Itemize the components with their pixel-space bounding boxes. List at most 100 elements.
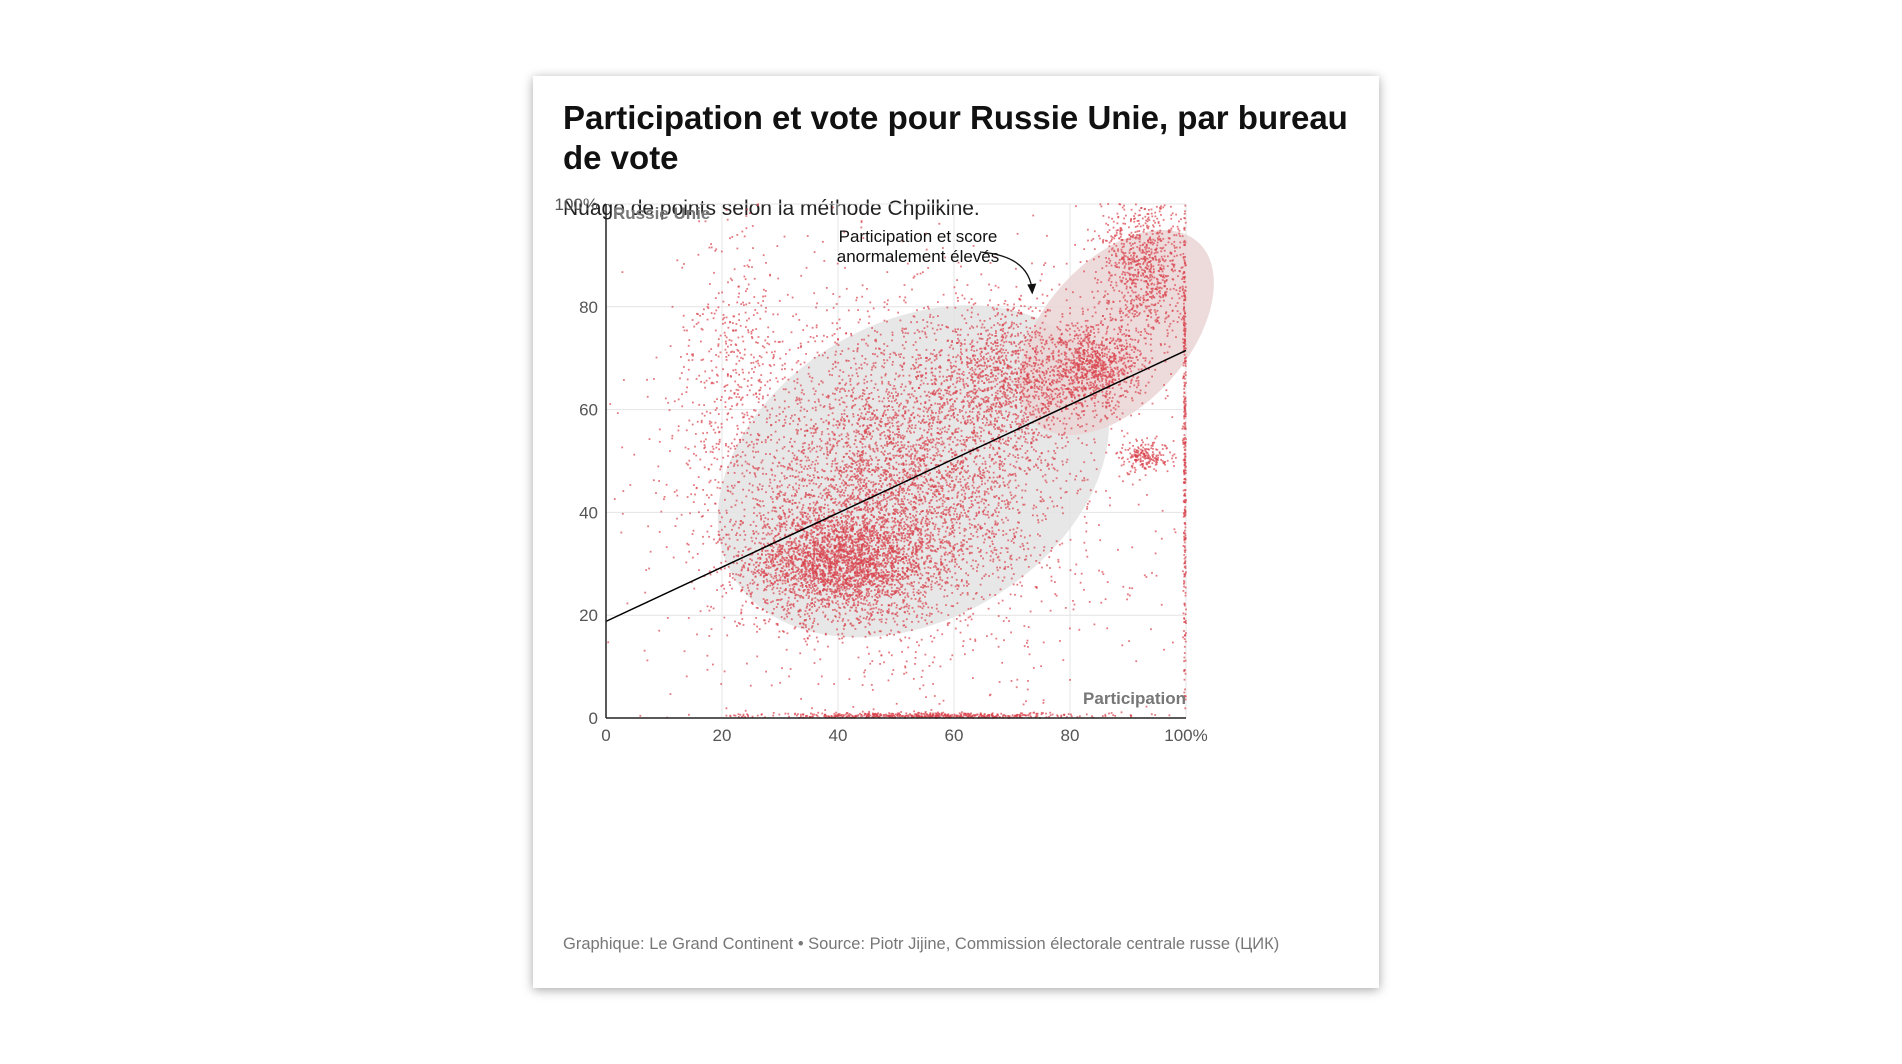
data-point (811, 525, 814, 528)
data-point (903, 483, 906, 486)
data-point (771, 544, 773, 547)
data-point (902, 561, 905, 563)
data-point (929, 567, 932, 569)
data-point (864, 669, 866, 672)
data-point (753, 467, 755, 469)
data-point (912, 559, 914, 562)
data-point (816, 522, 819, 525)
data-point (874, 551, 877, 553)
data-point (950, 480, 953, 482)
data-point (897, 567, 899, 570)
data-point (787, 608, 790, 610)
data-point (747, 567, 749, 570)
data-point (859, 555, 861, 557)
data-point (937, 485, 940, 488)
data-point (809, 576, 812, 579)
data-point (894, 513, 896, 515)
data-point (703, 440, 705, 443)
data-point (741, 604, 744, 607)
data-point (844, 531, 847, 534)
data-point (939, 421, 942, 424)
data-point (752, 520, 755, 523)
data-point (926, 541, 929, 544)
data-point (805, 492, 807, 494)
data-point (822, 571, 825, 574)
data-point (987, 492, 990, 495)
data-point (829, 567, 831, 570)
data-point (961, 514, 964, 517)
data-point (765, 602, 768, 604)
data-point (836, 574, 839, 577)
data-point (858, 543, 861, 546)
data-point (712, 607, 715, 610)
data-point (870, 379, 873, 382)
data-point (902, 528, 905, 531)
data-point (867, 403, 870, 406)
data-point (891, 593, 894, 596)
data-point (881, 539, 883, 541)
data-point (903, 540, 906, 543)
data-point (756, 584, 759, 587)
data-point (893, 633, 895, 636)
data-point (808, 519, 811, 522)
data-point (721, 551, 724, 553)
data-point (794, 583, 796, 586)
data-point (913, 524, 916, 527)
data-point (936, 568, 938, 571)
data-point (895, 481, 897, 484)
data-point (897, 449, 900, 452)
data-point (852, 604, 855, 607)
data-point (860, 573, 862, 576)
data-point (882, 610, 884, 613)
data-point (1003, 500, 1006, 503)
data-point (721, 584, 724, 586)
data-point (901, 422, 904, 425)
data-point (854, 574, 856, 577)
data-point (844, 561, 847, 564)
data-point (819, 551, 822, 554)
data-point (811, 597, 814, 600)
data-point (905, 475, 908, 477)
data-point (842, 455, 845, 458)
data-point (821, 532, 824, 534)
data-point (835, 516, 838, 518)
data-point (870, 540, 873, 543)
data-point (969, 526, 971, 529)
data-point (898, 524, 900, 527)
data-point (800, 569, 802, 571)
data-point (837, 537, 840, 540)
data-point (836, 581, 839, 583)
data-point (845, 599, 848, 602)
data-point (688, 550, 691, 553)
data-point (942, 496, 945, 498)
data-point (812, 482, 815, 485)
data-point (771, 557, 774, 560)
data-point (785, 552, 788, 554)
data-point (740, 589, 743, 591)
data-point (954, 507, 957, 510)
data-point (853, 533, 856, 535)
data-point (764, 588, 766, 590)
data-point (741, 368, 744, 371)
data-point (952, 488, 955, 491)
data-point (851, 576, 854, 579)
data-point (798, 399, 801, 401)
data-point (772, 565, 775, 568)
data-point (761, 459, 764, 462)
data-point (837, 557, 840, 560)
data-point (1002, 620, 1005, 622)
data-point (806, 588, 809, 591)
data-point (838, 612, 841, 614)
data-point (983, 502, 985, 505)
data-point (887, 550, 889, 553)
data-point (863, 553, 866, 556)
data-point (819, 524, 822, 526)
data-point (824, 560, 827, 563)
data-point (947, 511, 950, 514)
data-point (760, 573, 762, 576)
data-point (885, 554, 888, 556)
data-point (940, 555, 943, 558)
data-point (883, 574, 886, 577)
data-point (902, 532, 905, 534)
data-point (692, 501, 695, 503)
